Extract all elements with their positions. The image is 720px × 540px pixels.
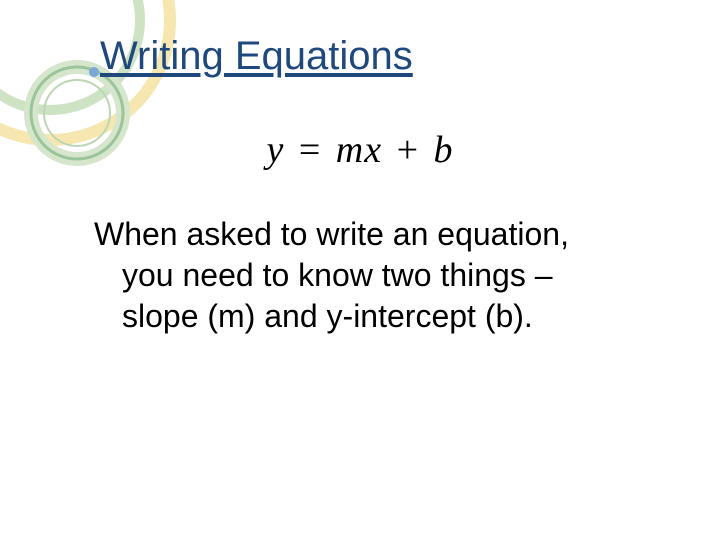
body-paragraph: When asked to write an equation, you nee…: [94, 214, 654, 337]
body-line-3: slope (m) and y-intercept (b).: [94, 296, 654, 337]
eq-b: b: [434, 129, 454, 171]
slide-title: Writing Equations: [100, 34, 413, 79]
equation-ymxb: y = mx + b: [0, 128, 720, 172]
body-line-1: When asked to write an equation,: [94, 216, 569, 252]
eq-equals: =: [295, 129, 325, 171]
eq-m: m: [336, 129, 364, 171]
eq-lhs: y: [266, 129, 284, 171]
body-line-2: you need to know two things –: [94, 255, 654, 296]
eq-plus: +: [393, 129, 423, 171]
eq-x: x: [364, 129, 382, 171]
